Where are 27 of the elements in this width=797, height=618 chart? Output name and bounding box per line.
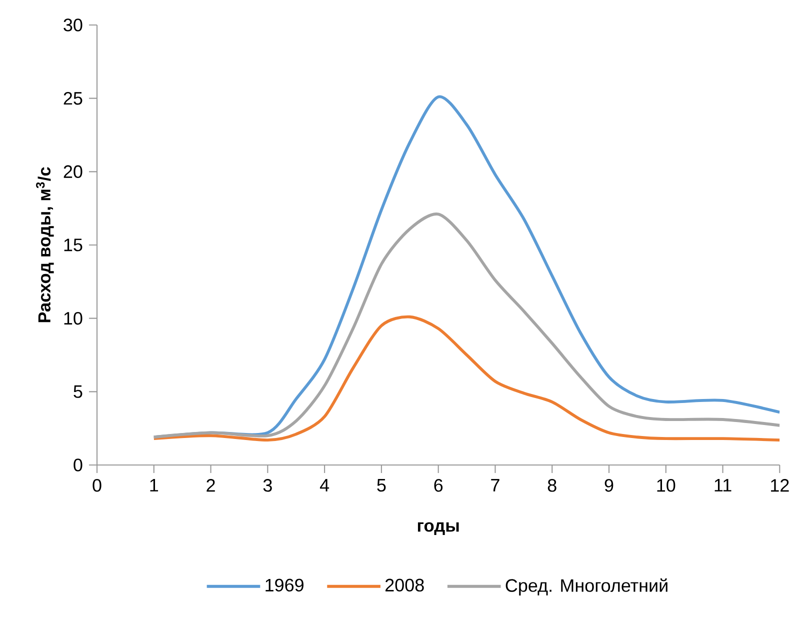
x-tick-label: 4 [320, 479, 330, 492]
x-tick-label: 5 [377, 479, 386, 492]
x-tick-label: 9 [604, 479, 614, 492]
x-tick-label: 1 [150, 479, 158, 492]
y-tick-label: 0 [74, 458, 82, 472]
y-tick-label: 15 [64, 238, 82, 252]
x-tick-label: 2 [206, 479, 215, 492]
y-tick-label: 20 [64, 165, 82, 178]
x-tick-label: 3 [263, 479, 272, 492]
x-axis-title: годы [418, 522, 459, 536]
x-tick-label: 6 [434, 479, 443, 492]
legend-label: 2008 [385, 578, 424, 592]
legend-label: 1969 [266, 578, 304, 592]
y-tick-label: 5 [74, 385, 82, 398]
y-tick-label: 25 [64, 92, 82, 105]
x-tick-label: 8 [548, 479, 556, 492]
line-series [152, 315, 780, 442]
y-tick-label: 10 [64, 312, 82, 325]
line-series [152, 212, 780, 439]
x-tick-label: 12 [771, 479, 789, 492]
x-tick-label: 10 [657, 479, 676, 492]
x-tick-label: 7 [491, 479, 500, 492]
x-tick-label: 0 [92, 479, 102, 492]
legend-label: Сред. Многолетний [506, 578, 668, 596]
y-tick-label: 30 [64, 18, 82, 32]
x-tick-label: 11 [714, 479, 732, 492]
y-axis-title: Расход воды, м$^{3}$/с [36, 167, 54, 322]
